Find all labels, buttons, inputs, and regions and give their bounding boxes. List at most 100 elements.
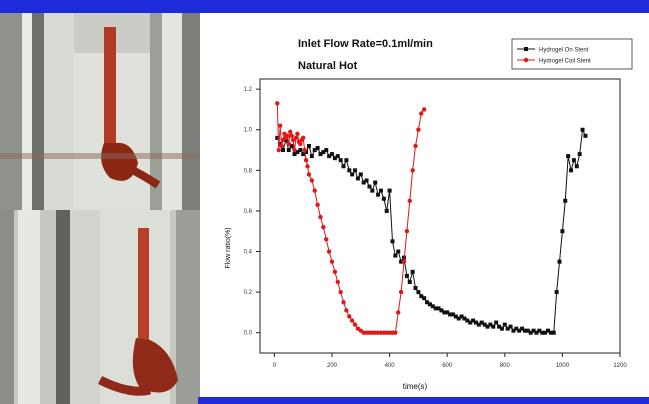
data-point bbox=[393, 253, 398, 258]
data-point bbox=[352, 322, 358, 327]
legend-label: Hydrogel Coil Stent bbox=[539, 59, 591, 65]
data-point bbox=[292, 147, 297, 153]
data-point bbox=[364, 178, 369, 183]
legend-label: Hydrogel On Stent bbox=[539, 48, 589, 54]
y-tick-label: 0.8 bbox=[244, 168, 253, 174]
data-point bbox=[358, 172, 363, 177]
photo-stent-tube-bottom bbox=[0, 210, 200, 404]
data-point bbox=[416, 290, 421, 295]
data-point bbox=[482, 322, 487, 327]
x-tick-label: 1000 bbox=[556, 363, 570, 369]
data-point bbox=[422, 296, 427, 301]
data-point bbox=[474, 320, 478, 325]
data-point bbox=[376, 192, 381, 197]
data-point bbox=[471, 318, 476, 323]
data-point bbox=[566, 154, 571, 159]
photo-stent-tube-top bbox=[0, 13, 200, 210]
data-point bbox=[554, 290, 559, 295]
data-point bbox=[517, 328, 522, 333]
bottom-banner-bar bbox=[198, 397, 649, 404]
flow-ratio-chart: 0 200 400 600 800 1000 1200 0.0 0.2 0.4 0.6 0.8 1.0 1… bbox=[225, 38, 633, 391]
data-point bbox=[281, 148, 286, 153]
data-point bbox=[349, 318, 355, 323]
data-point bbox=[321, 224, 326, 230]
data-point bbox=[557, 259, 562, 264]
chart-subtitle: Natural Hot bbox=[298, 60, 358, 72]
data-point bbox=[347, 314, 352, 319]
data-point bbox=[295, 131, 300, 136]
data-point bbox=[407, 279, 412, 284]
data-point bbox=[381, 196, 386, 201]
data-point bbox=[511, 328, 516, 333]
data-point bbox=[301, 152, 306, 157]
series-line bbox=[276, 127, 586, 334]
data-point bbox=[453, 314, 458, 319]
data-point bbox=[335, 154, 340, 159]
data-point bbox=[277, 123, 283, 128]
data-point bbox=[329, 259, 335, 264]
data-point bbox=[298, 141, 303, 147]
data-point bbox=[522, 328, 527, 333]
data-point bbox=[304, 150, 309, 155]
series-line bbox=[276, 103, 425, 334]
data-point bbox=[301, 135, 306, 141]
tube-clot-photo-icon bbox=[0, 210, 200, 404]
data-point bbox=[497, 324, 502, 329]
data-point bbox=[312, 148, 317, 153]
data-point bbox=[528, 330, 533, 335]
data-point bbox=[401, 259, 407, 264]
data-point bbox=[347, 168, 352, 173]
legend-box bbox=[511, 38, 633, 70]
x-tick-label: 0 bbox=[273, 363, 277, 369]
data-point bbox=[341, 164, 346, 169]
y-tick-label: 0.2 bbox=[244, 290, 253, 296]
data-point bbox=[419, 111, 424, 116]
data-point bbox=[476, 322, 481, 327]
data-point bbox=[335, 279, 340, 285]
data-point bbox=[439, 308, 444, 313]
data-point bbox=[275, 135, 280, 140]
chart-series bbox=[275, 101, 588, 335]
tube-clot-photo-icon bbox=[0, 13, 200, 210]
data-point bbox=[413, 143, 418, 149]
y-tick-label: 1.2 bbox=[244, 87, 253, 93]
data-point bbox=[338, 158, 343, 163]
data-point bbox=[373, 180, 378, 185]
chart-title: Inlet Flow Rate=0.1ml/min bbox=[298, 38, 433, 50]
data-point bbox=[315, 146, 320, 151]
chart-axes bbox=[259, 78, 621, 354]
data-point bbox=[275, 101, 280, 106]
data-point bbox=[543, 330, 548, 335]
data-point bbox=[321, 150, 326, 155]
data-point bbox=[465, 318, 470, 323]
x-tick-label: 600 bbox=[442, 363, 453, 369]
data-point bbox=[332, 156, 337, 161]
data-point bbox=[442, 310, 447, 315]
data-point bbox=[574, 164, 579, 169]
data-point bbox=[367, 184, 372, 189]
data-point bbox=[468, 320, 473, 325]
y-axis-label: Flow ratio(%) bbox=[225, 227, 232, 268]
data-point bbox=[309, 154, 314, 159]
data-point bbox=[384, 208, 389, 213]
data-point bbox=[488, 322, 493, 327]
data-point bbox=[293, 135, 299, 141]
data-point bbox=[396, 310, 401, 315]
data-point bbox=[326, 249, 332, 254]
data-point bbox=[288, 129, 293, 134]
data-point bbox=[525, 328, 530, 333]
data-point bbox=[286, 148, 291, 153]
data-point bbox=[425, 300, 430, 305]
x-tick-label: 200 bbox=[327, 363, 338, 369]
data-point bbox=[324, 148, 329, 153]
data-point bbox=[298, 148, 303, 153]
data-point bbox=[410, 168, 415, 173]
data-point bbox=[456, 316, 461, 321]
data-point bbox=[421, 107, 427, 112]
data-point bbox=[312, 188, 317, 193]
data-point bbox=[390, 239, 395, 244]
data-point bbox=[276, 147, 281, 153]
data-point bbox=[330, 152, 334, 157]
data-point bbox=[534, 330, 539, 335]
data-point bbox=[289, 143, 294, 148]
